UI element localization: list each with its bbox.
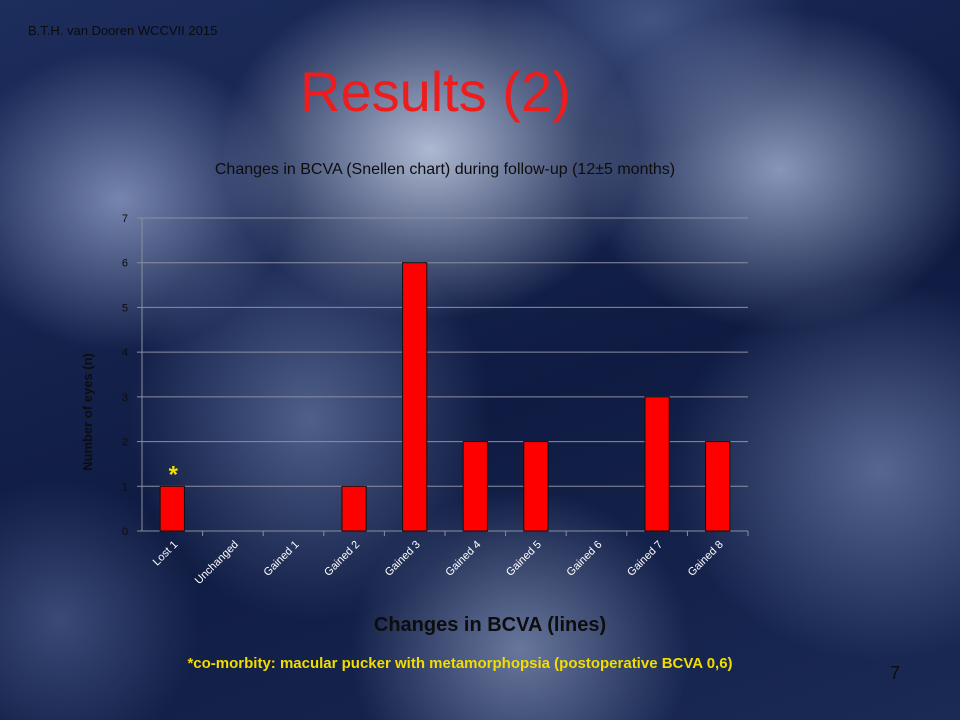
x-tick-label: Gained 3 [383,539,423,579]
page-number: 7 [890,663,901,683]
bar [705,441,731,532]
y-tick-label: 1 [122,481,128,493]
bar [159,485,185,532]
x-tick-label: Gained 2 [322,539,362,579]
y-tick-label: 5 [122,302,128,314]
y-tick-label: 3 [122,392,128,404]
x-tick-label: Gained 8 [686,539,726,579]
x-tick-label: Gained 5 [504,539,544,579]
y-tick-label: 7 [122,213,128,225]
asterisk-annotation: * [169,461,179,488]
x-tick-label: Gained 7 [625,539,665,579]
x-tick-label: Unchanged [193,539,241,587]
bar [462,441,488,532]
y-tick-label: 6 [122,258,128,270]
y-tick-label: 4 [122,347,128,359]
author-credit: B.T.H. van Dooren WCCVII 2015 [28,23,218,38]
x-tick-label: Gained 4 [443,539,483,579]
chart-title: Changes in BCVA (Snellen chart) during f… [214,161,676,178]
bar [402,262,428,532]
bar [341,485,367,532]
x-axis-label: Changes in BCVA (lines) [373,614,607,636]
x-tick-label: Lost 1 [151,539,181,569]
footnote: *co-morbity: macular pucker with metamor… [187,655,733,672]
slide-title: Results (2) [300,60,571,123]
bar [523,441,549,532]
x-tick-label: Gained 1 [262,539,302,579]
y-tick-label: 0 [122,526,128,538]
y-tick-label: 2 [122,437,128,449]
bar [644,396,670,532]
x-tick-label: Gained 6 [565,539,605,579]
